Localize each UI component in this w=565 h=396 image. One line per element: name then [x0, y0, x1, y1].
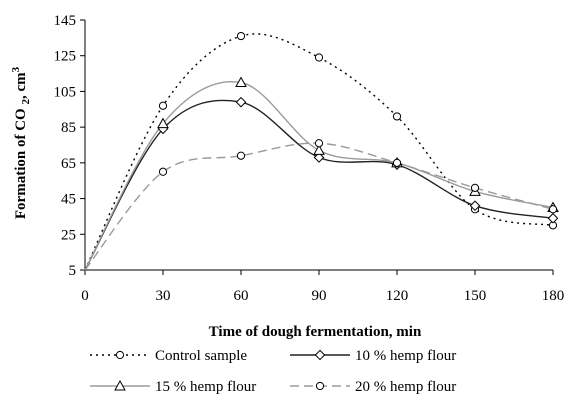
legend-label: 15 % hemp flour [155, 379, 256, 395]
legend-label: 10 % hemp flour [355, 348, 456, 364]
data-point [158, 101, 168, 110]
x-tick-label: 60 [234, 288, 249, 304]
y-axis-title-sup: 3 [10, 66, 22, 72]
legend-label: Control sample [155, 348, 247, 364]
data-point [313, 152, 325, 163]
y-axis-title-tail: , cm [13, 72, 29, 99]
x-tick-label: 30 [156, 288, 171, 304]
x-tick-label: 120 [386, 288, 409, 304]
data-point [392, 112, 402, 121]
data-point [236, 31, 246, 41]
x-tick-label: 90 [312, 288, 327, 304]
y-tick-label: 65 [61, 156, 76, 172]
ticks: 5 25 45 65 85 105 125 145 0 30 60 90 120 150 180 [54, 13, 565, 304]
legend-marker [114, 379, 126, 391]
x-tick-label: 0 [81, 288, 89, 304]
data-point [392, 158, 402, 167]
y-tick-label: 145 [54, 13, 77, 29]
data-point [236, 151, 246, 160]
y-axis-title: Formation of CO 2, cm3 [10, 66, 32, 219]
data-point [314, 139, 324, 148]
y-tick-label: 85 [61, 120, 76, 136]
data-point [547, 212, 559, 224]
y-axis-title-main: Formation of CO [13, 105, 29, 220]
data-point [157, 117, 169, 129]
data-point [548, 205, 558, 214]
series-markers [157, 31, 559, 230]
legend: Control sample 10 % hemp flour 15 % hemp f… [90, 348, 456, 395]
series-line [84, 81, 554, 271]
series-line [84, 99, 554, 271]
legend-marker [315, 381, 325, 391]
data-point [235, 96, 247, 108]
y-tick-label: 5 [69, 263, 77, 279]
data-point [314, 53, 324, 62]
legend-marker [115, 350, 125, 360]
x-tick-label: 150 [464, 288, 487, 304]
legend-label: 20 % hemp flour [355, 379, 456, 395]
data-point [469, 200, 481, 212]
y-axis-title-sub: 2 [20, 99, 32, 105]
y-tick-label: 45 [61, 192, 76, 208]
data-point [313, 144, 325, 155]
y-tick-label: 105 [54, 84, 77, 100]
x-axis-title: Time of dough fermentation, min [209, 324, 422, 340]
data-point [470, 183, 480, 192]
x-tick-label: 180 [542, 288, 565, 304]
y-tick-label: 125 [54, 49, 77, 65]
data-point [158, 167, 168, 176]
data-point [235, 76, 247, 87]
y-tick-label: 25 [61, 227, 76, 243]
legend-marker [314, 349, 326, 361]
